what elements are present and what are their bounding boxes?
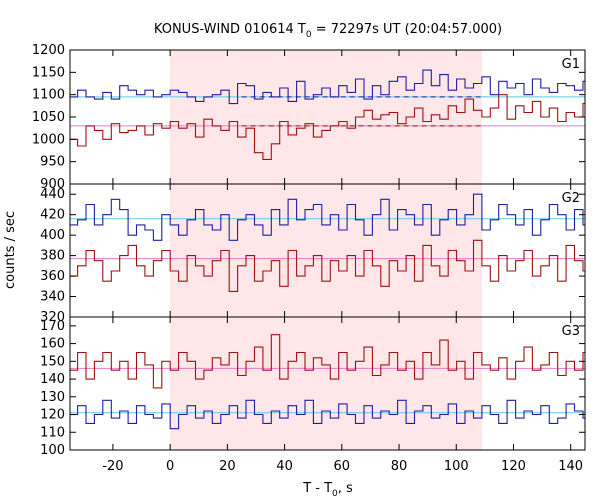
x-tick-label: 20 [219,459,236,474]
y-tick-label: 340 [40,290,65,305]
red-series-line [70,239,585,292]
shaded-interval [170,317,482,450]
y-tick-label: 420 [40,208,65,223]
panel-label: G1 [562,57,580,72]
y-tick-label: 130 [40,390,65,405]
y-tick-label: 170 [40,319,65,334]
panel-g2: 440 420 400 380 360 340 320 G2 [40,183,586,325]
blue-series-line [70,399,585,430]
y-tick-label: 320 [40,310,65,325]
y-tick-label: 100 [40,443,65,458]
y-tick-label: 1200 [32,43,65,58]
y-tick-label: 900 [40,177,65,192]
y-tick-label: 1050 [32,110,65,125]
y-tick-label: 950 [40,155,65,170]
panel-label: G2 [562,191,580,206]
y-tick-label: 160 [40,337,65,352]
panel-g1: 1200 1150 1100 1050 1000 950 900 G1 [32,43,586,192]
x-tick-label: 80 [391,459,408,474]
x-tick-label: 140 [558,459,583,474]
shaded-interval [170,184,482,317]
y-tick-label: 440 [40,187,65,202]
chart-title: KONUS-WIND 010614 T0 = 72297s UT (20:04:… [154,22,502,40]
panel-g3: 170 160 150 140 130 120 110 100 G3 [40,316,586,458]
x-tick-label: 0 [166,459,174,474]
y-tick-label: 120 [40,408,65,423]
y-tick-label: 1150 [32,65,65,80]
x-tick-label: 60 [334,459,351,474]
x-tick-label: 120 [501,459,526,474]
panel-frame [69,316,586,451]
red-series-line [70,94,585,160]
y-tick-label: 140 [40,372,65,387]
y-tick-label: 150 [40,354,65,369]
shaded-interval [170,50,482,184]
x-tick-label: 100 [444,459,469,474]
x-tick-label: -20 [102,459,123,474]
y-tick-label: 110 [40,425,65,440]
panels-layer: 12001150110010501000950900G1440420400380… [32,43,586,474]
y-tick-label: 400 [40,228,65,243]
y-tick-label: 1100 [32,88,65,103]
y-tick-label: 1000 [32,132,65,147]
blue-series-line [70,69,585,105]
x-tick-label: 40 [276,459,293,474]
x-axis-label: T - T0, s [302,481,353,499]
y-tick-label: 360 [40,269,65,284]
panel-label: G3 [562,324,580,339]
y-tick-label: 380 [40,249,65,264]
y-axis-label: counts / sec [3,211,18,289]
blue-series-line [70,193,585,241]
red-series-line [70,334,585,389]
